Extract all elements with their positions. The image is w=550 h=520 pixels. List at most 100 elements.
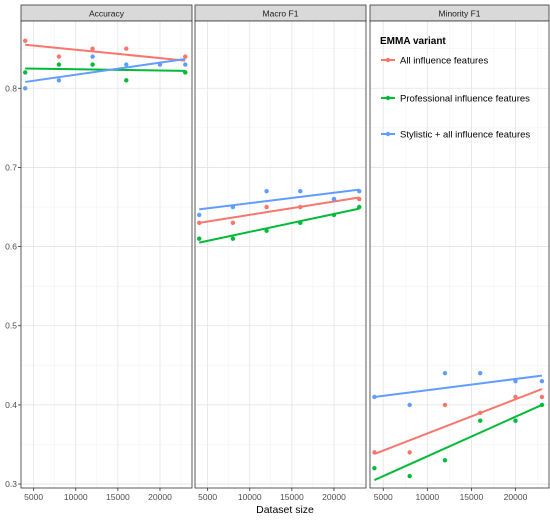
data-point-stylistic-all-influence-features	[230, 204, 236, 210]
data-point-all-influence-features	[539, 394, 545, 400]
legend-item-all-influence-features: All influence features	[381, 56, 488, 67]
legend: EMMA variant All influence features Profes…	[380, 36, 530, 141]
data-point-stylistic-all-influence-features	[331, 196, 337, 202]
data-point-all-influence-features	[56, 54, 62, 59]
x-tick-label: 5000	[198, 492, 217, 502]
data-point-stylistic-all-influence-features	[264, 188, 269, 194]
data-point-stylistic-all-influence-features	[478, 371, 483, 376]
data-point-all-influence-features	[442, 402, 448, 408]
data-point-stylistic-all-influence-features	[197, 212, 202, 218]
x-tick-label: 10000	[64, 492, 88, 502]
trend-line-stylistic-all-influence-features	[374, 374, 543, 398]
data-point-professional-influence-features	[357, 204, 362, 210]
data-point-stylistic-all-influence-features	[23, 86, 28, 91]
panel-background	[21, 21, 192, 488]
data-point-professional-influence-features	[539, 402, 545, 408]
y-tick-label: 0.4	[5, 400, 17, 410]
data-point-all-influence-features	[357, 196, 362, 202]
data-point-stylistic-all-influence-features	[539, 378, 545, 384]
data-point-stylistic-all-influence-features	[513, 378, 518, 384]
data-point-all-influence-features	[23, 38, 28, 43]
y-tick-label: 0.3	[5, 479, 17, 489]
data-point-all-influence-features	[372, 450, 377, 455]
data-point-professional-influence-features	[23, 70, 28, 75]
panel-border	[369, 20, 550, 489]
facet-macro-f1: Macro F1 5000 10000 15000 20000	[194, 4, 367, 502]
data-point-stylistic-all-influence-features	[372, 394, 377, 400]
data-point-professional-influence-features	[372, 466, 377, 471]
data-point-all-influence-features	[513, 394, 518, 400]
facet-strip-label: Minority F1	[438, 9, 480, 19]
y-tick-label: 0.6	[5, 242, 17, 252]
facet-strip-label: Accuracy	[89, 9, 125, 19]
legend-label: All influence features	[400, 56, 488, 67]
data-point-all-influence-features	[407, 450, 412, 455]
legend-title: EMMA variant	[380, 36, 446, 47]
x-tick-label: 20000	[322, 492, 346, 502]
panel-border	[20, 20, 193, 489]
x-tick-label: 5000	[374, 492, 393, 502]
legend-key-point	[385, 95, 391, 101]
data-point-stylistic-all-influence-features	[124, 62, 129, 67]
facet-minority-f1: Minority F1 5000 10000 15000 20000	[369, 4, 550, 502]
trend-line-professional-influence-features	[373, 403, 543, 481]
x-tick-label: 15000	[460, 492, 484, 502]
trend-line-stylistic-all-influence-features	[25, 58, 186, 83]
data-point-professional-influence-features	[230, 236, 236, 241]
data-point-all-influence-features	[183, 54, 188, 59]
trend-line-all-influence-features	[199, 196, 360, 224]
legend-label: Professional influence features	[400, 94, 530, 105]
panel-background	[370, 21, 549, 488]
data-point-professional-influence-features	[442, 458, 448, 463]
facet-accuracy: Accuracy 5000 10000 15000 20000 0.3 0.4 0.5 0.6 0…	[5, 4, 193, 502]
data-point-all-influence-features	[298, 204, 303, 210]
data-point-stylistic-all-influence-features	[407, 402, 412, 408]
data-point-stylistic-all-influence-features	[298, 188, 303, 194]
y-tick-label: 0.8	[5, 83, 17, 93]
data-point-professional-influence-features	[513, 418, 518, 423]
panel-border	[194, 20, 367, 489]
data-point-stylistic-all-influence-features	[90, 54, 95, 59]
data-point-professional-influence-features	[124, 78, 129, 83]
legend-item-stylistic-all-influence-features: Stylistic + all influence features	[381, 130, 530, 141]
x-tick-label: 5000	[24, 492, 43, 502]
data-point-professional-influence-features	[298, 220, 303, 226]
x-tick-label: 15000	[106, 492, 130, 502]
x-tick-label: 10000	[238, 492, 262, 502]
data-point-professional-influence-features	[56, 62, 62, 67]
data-point-professional-influence-features	[90, 62, 95, 67]
data-point-professional-influence-features	[197, 236, 202, 241]
legend-item-professional-influence-features: Professional influence features	[381, 94, 530, 105]
data-point-all-influence-features	[197, 220, 202, 226]
data-point-all-influence-features	[90, 46, 95, 51]
x-tick-label: 20000	[504, 492, 528, 502]
facet-strip-label: Macro F1	[263, 9, 299, 19]
data-point-professional-influence-features	[407, 473, 412, 479]
data-point-stylistic-all-influence-features	[157, 62, 163, 67]
legend-key-point	[385, 131, 391, 137]
x-tick-label: 15000	[280, 492, 304, 502]
data-point-stylistic-all-influence-features	[357, 188, 362, 194]
data-point-all-influence-features	[124, 46, 129, 51]
data-point-stylistic-all-influence-features	[183, 62, 188, 67]
y-tick-label: 0.7	[5, 162, 17, 172]
y-tick-label: 0.5	[5, 321, 17, 331]
trend-line-stylistic-all-influence-features	[199, 188, 360, 211]
x-tick-label: 20000	[148, 492, 172, 502]
data-point-all-influence-features	[230, 220, 236, 226]
data-point-professional-influence-features	[478, 418, 483, 423]
trend-line-all-influence-features	[25, 43, 186, 62]
data-point-all-influence-features	[478, 410, 483, 416]
x-axis-title: Dataset size	[256, 504, 314, 516]
trend-line-all-influence-features	[374, 388, 543, 455]
data-point-all-influence-features	[264, 204, 269, 210]
panel-background	[195, 21, 366, 488]
data-point-stylistic-all-influence-features	[442, 371, 448, 376]
data-point-professional-influence-features	[264, 228, 269, 233]
legend-label: Stylistic + all influence features	[400, 130, 530, 141]
data-point-stylistic-all-influence-features	[56, 78, 62, 83]
x-tick-label: 10000	[415, 492, 439, 502]
data-point-professional-influence-features	[331, 212, 337, 218]
data-point-professional-influence-features	[183, 70, 188, 75]
